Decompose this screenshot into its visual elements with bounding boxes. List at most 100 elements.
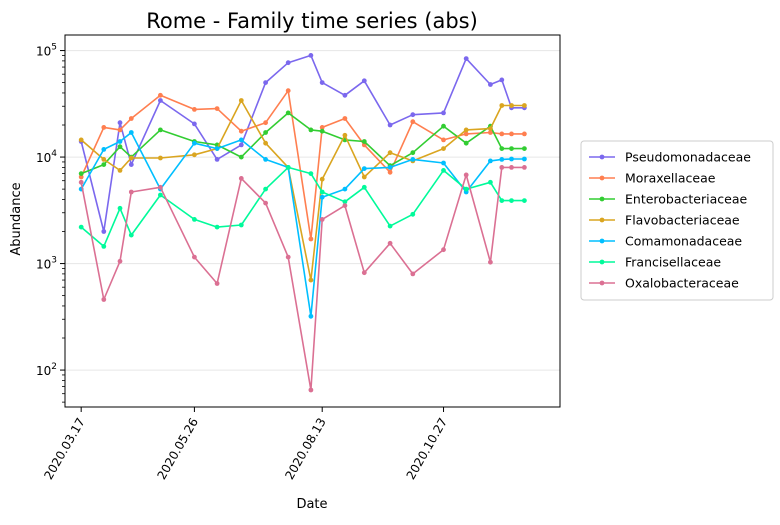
x-axis-ticks: 2020.03.17 2020.05.26 2020.08.13 2020.10.27 <box>41 407 450 482</box>
data-point <box>128 116 134 121</box>
legend-item: Oxalobacteraceae <box>589 276 739 291</box>
data-point <box>410 157 416 162</box>
data-point <box>509 103 514 108</box>
data-point <box>361 270 367 276</box>
data-point <box>263 200 268 206</box>
data-point <box>441 160 446 166</box>
x-tick-label: 2020.10.27 <box>404 416 450 483</box>
data-point <box>319 128 325 134</box>
plot-frame <box>64 34 561 408</box>
data-point <box>488 259 493 265</box>
y-tick-label: 103 <box>36 256 57 272</box>
data-point <box>158 192 163 198</box>
data-point <box>463 131 469 137</box>
data-point <box>308 387 314 393</box>
x-tick-label: 2020.05.26 <box>155 416 201 483</box>
data-point <box>342 199 348 205</box>
data-point <box>214 157 220 162</box>
data-point <box>158 155 163 161</box>
series-4 <box>78 130 527 319</box>
data-point <box>499 157 505 162</box>
legend-marker <box>599 154 605 160</box>
data-point <box>410 119 416 125</box>
data-point <box>263 80 268 85</box>
y-tick-label: 105 <box>36 43 57 59</box>
data-point <box>238 128 244 134</box>
data-point <box>238 222 244 228</box>
legend-item: Moraxellaceae <box>589 171 716 186</box>
data-point <box>308 53 314 58</box>
data-point <box>192 152 197 158</box>
series-line <box>80 54 525 233</box>
data-point <box>128 130 134 135</box>
y-tick-label: 104 <box>36 149 57 165</box>
data-point <box>263 186 268 192</box>
data-point <box>285 110 291 116</box>
data-point <box>410 211 416 217</box>
data-point <box>488 126 493 131</box>
series-line <box>80 112 525 175</box>
data-point <box>387 165 393 170</box>
data-point <box>387 150 393 156</box>
data-point <box>192 140 197 146</box>
data-point <box>499 165 505 170</box>
data-point <box>342 203 348 209</box>
data-point <box>263 157 268 162</box>
data-point <box>285 60 291 66</box>
data-point <box>308 236 314 242</box>
legend-label: Comamonadaceae <box>625 234 742 249</box>
data-point <box>128 189 134 195</box>
data-point <box>78 171 84 177</box>
legend-item: Pseudomonadaceae <box>589 150 751 165</box>
data-point <box>78 137 84 143</box>
data-point <box>238 154 244 160</box>
data-point <box>214 106 220 111</box>
series-line <box>80 166 525 248</box>
legend-marker <box>599 175 605 181</box>
data-point <box>117 258 123 264</box>
data-point <box>441 123 446 129</box>
data-point <box>463 127 469 133</box>
data-point <box>117 120 123 126</box>
data-point <box>361 78 367 84</box>
data-point <box>319 125 325 130</box>
data-point <box>192 254 197 260</box>
data-point <box>522 198 527 204</box>
data-point <box>509 131 514 137</box>
data-point <box>319 217 325 222</box>
legend-marker <box>599 196 605 202</box>
data-point <box>101 125 107 130</box>
legend-item: Flavobacteriaceae <box>589 213 740 228</box>
data-point <box>214 281 220 286</box>
data-point <box>78 179 84 185</box>
legend-marker <box>599 259 605 265</box>
data-point <box>387 240 393 246</box>
data-point <box>238 137 244 143</box>
legend-item: Francisellaceae <box>589 255 721 270</box>
data-point <box>522 131 527 137</box>
y-axis-label: Abundance <box>9 182 24 255</box>
data-point <box>319 176 325 182</box>
chart-title: Rome - Family time series (abs) <box>146 9 478 33</box>
series-line <box>80 99 525 281</box>
legend-item: Enterobacteriaceae <box>589 192 747 207</box>
x-tick-label: 2020.08.13 <box>282 416 328 483</box>
data-point <box>285 165 291 170</box>
data-point <box>101 162 107 168</box>
data-point <box>410 271 416 277</box>
data-point <box>361 174 367 180</box>
data-point <box>308 313 314 319</box>
data-point <box>117 127 123 133</box>
data-point <box>117 205 123 211</box>
series-line <box>80 166 525 391</box>
data-point <box>158 127 163 133</box>
series-layer <box>78 53 527 393</box>
data-point <box>488 130 493 135</box>
data-point <box>463 56 469 61</box>
data-point <box>308 127 314 133</box>
series-line <box>80 131 525 318</box>
data-point <box>361 139 367 144</box>
data-point <box>342 92 348 98</box>
series-1 <box>78 88 527 242</box>
